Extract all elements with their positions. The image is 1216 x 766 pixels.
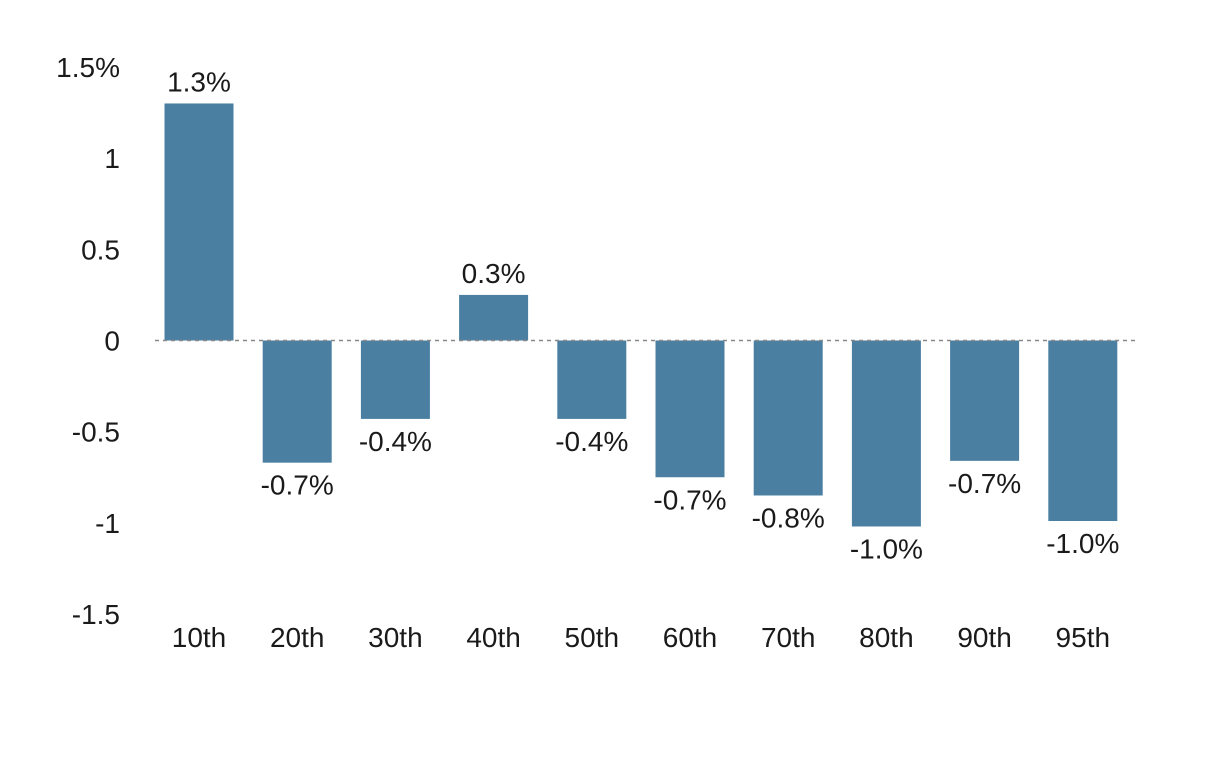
- x-tick-label-20th: 20th: [270, 622, 325, 653]
- x-tick-label-30th: 30th: [368, 622, 423, 653]
- y-tick-label: 0.5: [81, 234, 120, 265]
- data-label-90th: -0.7%: [948, 468, 1021, 499]
- bar-10th: [164, 103, 234, 341]
- data-label-80th: -1.0%: [850, 533, 923, 564]
- y-tick-label: -1: [95, 508, 120, 539]
- x-axis-category-labels: 10th 20th 30th 40th 50th 60th 70th 80th 90th 95th: [172, 622, 1110, 653]
- y-tick-label: 1: [104, 143, 120, 174]
- data-label-60th: -0.7%: [653, 484, 726, 515]
- x-tick-label-95th: 95th: [1056, 622, 1111, 653]
- y-axis-tick-labels: 1.5% 1 0.5 0 -0.5 -1 -1.5: [56, 52, 120, 630]
- y-tick-label: -1.5: [72, 599, 120, 630]
- data-label-10th: 1.3%: [167, 66, 231, 97]
- y-tick-label: 1.5%: [56, 52, 120, 83]
- x-tick-label-70th: 70th: [761, 622, 816, 653]
- bar-70th: [753, 340, 823, 496]
- data-label-70th: -0.8%: [752, 502, 825, 533]
- x-tick-label-60th: 60th: [663, 622, 718, 653]
- bar-95th: [1048, 340, 1118, 522]
- bar-30th: [360, 340, 430, 419]
- x-tick-label-40th: 40th: [466, 622, 521, 653]
- bars-group: [164, 103, 1118, 527]
- y-tick-label: -0.5: [72, 417, 120, 448]
- x-tick-label-90th: 90th: [957, 622, 1012, 653]
- bar-50th: [557, 340, 627, 419]
- x-tick-label-50th: 50th: [565, 622, 620, 653]
- data-label-30th: -0.4%: [359, 426, 432, 457]
- data-labels-group: 1.3% -0.7% -0.4% 0.3% -0.4% -0.7% -0.8% -1.0% -0…: [167, 66, 1119, 564]
- x-tick-label-80th: 80th: [859, 622, 914, 653]
- data-label-95th: -1.0%: [1046, 528, 1119, 559]
- data-label-20th: -0.7%: [261, 470, 334, 501]
- bar-40th: [459, 294, 529, 341]
- y-tick-label: 0: [104, 326, 120, 357]
- bar-60th: [655, 340, 725, 478]
- bar-80th: [851, 340, 921, 527]
- data-label-50th: -0.4%: [555, 426, 628, 457]
- bar-90th: [950, 340, 1020, 461]
- data-label-40th: 0.3%: [462, 258, 526, 289]
- x-tick-label-10th: 10th: [172, 622, 227, 653]
- bar-20th: [262, 340, 332, 463]
